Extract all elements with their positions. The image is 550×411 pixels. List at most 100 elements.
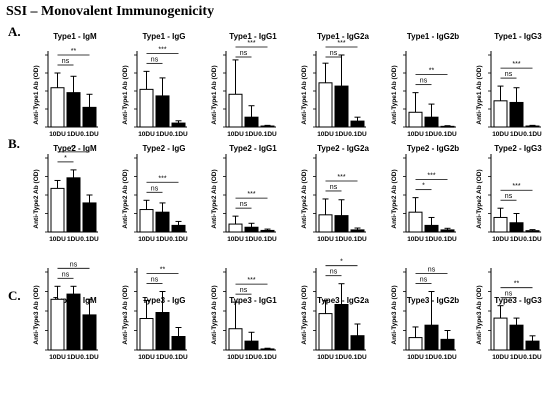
bar-10DU <box>50 187 65 233</box>
y-axis-label: Anti-Type1 Ab (OD) <box>122 65 129 124</box>
bar-0.1DU <box>350 335 365 351</box>
significance-label: ** <box>71 48 77 55</box>
significance-label: ns <box>505 193 513 200</box>
x-tick-label: 1DU <box>335 354 348 361</box>
significance-label: *** <box>512 61 520 68</box>
significance-label: * <box>340 259 343 266</box>
bar-1DU <box>155 95 170 128</box>
x-tick-label: 1DU <box>245 131 258 138</box>
bar-0.1DU <box>171 122 186 128</box>
panel-16: Type3 - IgG2a Anti-Type3 Ab (OD) 10DU 1DU 0.… <box>301 259 369 361</box>
bar-10DU <box>139 209 154 233</box>
x-tick-label: 0.1DU <box>438 354 457 361</box>
panel-title: Type1 - IgM <box>53 32 97 41</box>
y-axis-label: Anti-Type3 Ab (OD) <box>391 285 398 344</box>
panel-title: Type1 - IgG <box>143 32 186 41</box>
bar-10DU <box>50 298 65 351</box>
bar-0.1DU <box>171 336 186 351</box>
bar-10DU <box>318 313 333 351</box>
x-tick-label: 1DU <box>245 354 258 361</box>
panel-15: Type3 - IgG1 Anti-Type3 Ab (OD) 10DU 1DU 0.1… <box>211 268 277 361</box>
panel-6: Type1 - IgG3 Anti-Type1 Ab (OD) 10DU 1DU 0.1… <box>476 32 542 138</box>
bar-1DU <box>66 293 81 351</box>
x-tick-label: 10DU <box>407 354 424 361</box>
x-tick-label: 1DU <box>156 354 169 361</box>
panel-9: Type2 - IgG1 Anti-Type2 Ab (OD) 10DU 1DU 0.1… <box>211 144 277 243</box>
significance-label: ** <box>160 267 166 274</box>
bar-10DU <box>228 93 243 128</box>
x-tick-label: 10DU <box>407 236 424 243</box>
significance-label: *** <box>427 173 435 180</box>
y-axis-label: Anti-Type1 Ab (OD) <box>476 65 483 124</box>
y-axis-label: Anti-Type2 Ab (OD) <box>391 169 398 228</box>
x-tick-label: 0.1DU <box>80 131 99 138</box>
x-tick-label: 1DU <box>67 131 80 138</box>
panel-title: Type2 - IgG2b <box>407 144 459 153</box>
x-tick-label: 0.1DU <box>438 131 457 138</box>
panel-title: Type1 - IgG2a <box>317 32 369 41</box>
x-tick-label: 0.1DU <box>80 354 99 361</box>
x-tick-label: 10DU <box>49 131 66 138</box>
significance-label: *** <box>512 183 520 190</box>
x-tick-label: 1DU <box>245 236 258 243</box>
x-tick-label: 0.1DU <box>169 236 188 243</box>
panel-11: Type2 - IgG2b Anti-Type2 Ab (OD) 10DU 1DU 0.… <box>391 144 459 243</box>
x-tick-label: 10DU <box>317 354 334 361</box>
significance-label: ns <box>505 71 513 78</box>
panel-4: Type1 - IgG2a Anti-Type1 Ab (OD) 10DU 1DU 0.… <box>301 32 369 138</box>
x-tick-label: 0.1DU <box>348 131 367 138</box>
bar-10DU <box>228 328 243 351</box>
x-tick-label: 0.1DU <box>258 354 277 361</box>
significance-label: * <box>64 155 67 162</box>
bar-10DU <box>228 223 243 233</box>
x-tick-label: 10DU <box>227 131 244 138</box>
x-tick-label: 10DU <box>492 131 509 138</box>
panel-3: Type1 - IgG1 Anti-Type1 Ab (OD) 10DU 1DU 0.1… <box>211 32 277 138</box>
x-tick-label: 10DU <box>317 131 334 138</box>
panel-10: Type2 - IgG2a Anti-Type2 Ab (OD) 10DU 1DU 0.… <box>301 144 369 243</box>
significance-label: ns <box>240 50 248 57</box>
bar-10DU <box>493 216 508 233</box>
bar-0.1DU <box>260 348 275 351</box>
x-tick-label: 1DU <box>335 236 348 243</box>
significance-label: ns <box>151 56 159 63</box>
x-tick-label: 10DU <box>138 131 155 138</box>
significance-label: ns <box>151 277 159 284</box>
bar-1DU <box>155 312 170 351</box>
bar-0.1DU <box>82 106 97 128</box>
bar-0.1DU <box>440 125 455 128</box>
bar-1DU <box>334 215 349 233</box>
bar-10DU <box>408 111 423 128</box>
row-label: C. <box>8 288 21 303</box>
x-tick-label: 10DU <box>492 236 509 243</box>
bar-10DU <box>493 317 508 351</box>
x-tick-label: 1DU <box>335 131 348 138</box>
y-axis-label: Anti-Type2 Ab (OD) <box>476 169 483 228</box>
x-tick-label: 1DU <box>67 354 80 361</box>
x-tick-label: 0.1DU <box>523 354 542 361</box>
panel-title: Type3 - IgG3 <box>494 296 542 305</box>
panel-18: Type3 - IgG3 Anti-Type3 Ab (OD) 10DU 1DU 0.1… <box>476 268 542 361</box>
significance-label: ** <box>429 68 435 75</box>
bar-0.1DU <box>350 120 365 128</box>
panel-title: Type3 - IgG2a <box>317 296 369 305</box>
bar-0.1DU <box>260 229 275 233</box>
x-tick-label: 1DU <box>67 236 80 243</box>
y-axis-label: Anti-Type1 Ab (OD) <box>391 65 398 124</box>
significance-label: ns <box>420 277 428 284</box>
bar-0.1DU <box>525 125 540 128</box>
significance-label: ** <box>514 281 520 288</box>
bar-1DU <box>66 92 81 128</box>
significance-label: *** <box>337 174 345 181</box>
y-axis-label: Anti-Type3 Ab (OD) <box>122 285 129 344</box>
significance-label: ns <box>62 58 70 65</box>
panel-title: Type2 - IgG2a <box>317 144 369 153</box>
y-axis-label: Anti-Type2 Ab (OD) <box>122 169 129 228</box>
panel-8: Type2 - IgG Anti-Type2 Ab (OD) 10DU 1DU 0.1D… <box>122 144 188 243</box>
x-tick-label: 1DU <box>156 131 169 138</box>
x-tick-label: 1DU <box>425 354 438 361</box>
bar-10DU <box>50 87 65 128</box>
y-axis-label: Anti-Type1 Ab (OD) <box>211 65 218 124</box>
bar-0.1DU <box>350 229 365 233</box>
panel-14: Type3 - IgG Anti-Type3 Ab (OD) 10DU 1DU 0.1D… <box>122 267 188 362</box>
